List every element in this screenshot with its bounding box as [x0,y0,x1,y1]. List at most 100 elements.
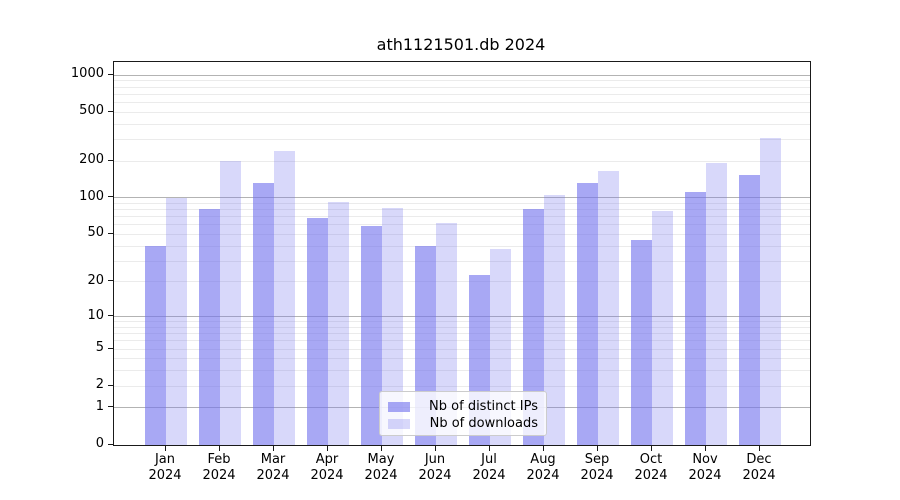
y-gridline-minor [114,326,810,328]
bar-nb-of-downloads-nov [706,163,727,445]
legend-row-distinct-ips: Nb of distinct IPs [388,398,538,415]
y-tick-mark [108,159,113,161]
y-tick-mark [108,406,113,408]
bar-nb-of-downloads-jan [166,197,187,445]
y-gridline-major [114,74,810,76]
y-tick-mark [108,110,113,112]
x-tick-mark [651,446,652,451]
bar-nb-of-downloads-apr [328,202,349,445]
chart-title: ath1121501.db 2024 [376,35,546,54]
y-tick-label: 100 [79,188,104,204]
x-tick-label: Jun 2024 [418,452,452,483]
y-gridline-minor [114,260,810,262]
y-tick-mark [108,315,113,317]
y-gridline-minor [114,138,810,140]
bar-nb-of-distinct-ips-feb [199,209,220,445]
x-tick-label: Sep 2024 [580,452,614,483]
x-tick-mark [543,446,544,451]
y-gridline-minor [114,93,810,95]
x-tick-label: Feb 2024 [202,452,236,483]
x-tick-mark [489,446,490,451]
legend: Nb of distinct IPs Nb of downloads [379,391,547,436]
legend-label-distinct-ips: Nb of distinct IPs [429,398,538,414]
x-tick-mark [597,446,598,451]
y-tick-mark [108,384,113,386]
y-gridline-minor [114,245,810,247]
bar-nb-of-distinct-ips-apr [307,218,328,445]
y-tick-label: 10 [87,307,104,323]
y-tick-label: 20 [87,272,104,288]
bar-nb-of-downloads-mar [274,151,295,445]
y-tick-label: 2 [95,377,104,393]
bar-nb-of-distinct-ips-oct [631,240,652,445]
x-tick-label: Dec 2024 [742,452,776,483]
bar-nb-of-downloads-aug [544,194,565,445]
x-tick-label: Nov 2024 [688,452,722,483]
y-gridline-minor [114,111,810,113]
bar-nb-of-downloads-oct [652,211,673,445]
y-gridline-minor [114,385,810,387]
x-tick-mark [705,446,706,451]
y-gridline-minor [114,123,810,125]
y-gridline-minor [114,224,810,226]
x-tick-mark [327,446,328,451]
y-gridline-minor [114,321,810,323]
y-gridline-minor [114,358,810,360]
bar-nb-of-distinct-ips-jan [145,246,166,445]
y-gridline-minor [114,340,810,342]
y-tick-label: 200 [79,152,104,168]
y-tick-label: 1 [95,398,104,414]
x-tick-mark [381,446,382,451]
y-gridline-minor [114,202,810,204]
bar-nb-of-distinct-ips-sep [577,183,598,445]
x-tick-mark [435,446,436,451]
x-tick-label: Oct 2024 [634,452,668,483]
x-tick-mark [219,446,220,451]
bar-nb-of-downloads-sep [598,170,619,445]
x-tick-label: Mar 2024 [256,452,290,483]
bar-nb-of-distinct-ips-mar [253,183,274,445]
plot-area: Nb of distinct IPs Nb of downloads [113,61,811,446]
bar-nb-of-downloads-jun [436,223,457,445]
y-tick-mark [108,196,113,198]
y-tick-label: 500 [79,103,104,119]
y-gridline-minor [114,101,810,103]
y-gridline-minor [114,80,810,82]
y-tick-mark [108,232,113,234]
x-tick-mark [273,446,274,451]
y-gridline-minor [114,216,810,218]
legend-swatch-distinct-ips [388,401,410,412]
y-tick-label: 5 [95,340,104,356]
y-tick-mark [108,443,113,445]
y-tick-label: 50 [87,225,104,241]
y-gridline-minor [114,86,810,88]
bar-nb-of-downloads-feb [220,161,241,445]
y-gridline-minor [114,333,810,335]
y-tick-mark [108,347,113,349]
y-gridline-minor [114,281,810,283]
y-tick-mark [108,280,113,282]
x-tick-label: Jan 2024 [148,452,182,483]
bar-nb-of-downloads-may [382,207,403,445]
legend-row-downloads: Nb of downloads [388,415,538,432]
bar-nb-of-distinct-ips-nov [685,191,706,445]
y-tick-label: 0 [95,436,104,451]
x-tick-label: Apr 2024 [310,452,344,483]
y-gridline-major [114,316,810,318]
y-tick-label: 1000 [70,66,104,82]
y-gridline-minor [114,370,810,372]
y-gridline-minor [114,348,810,350]
bar-nb-of-distinct-ips-aug [523,209,544,445]
bar-nb-of-distinct-ips-dec [739,174,760,445]
x-tick-mark [165,446,166,451]
y-tick-mark [108,73,113,75]
legend-swatch-downloads [388,418,410,429]
y-gridline-minor [114,209,810,211]
bar-nb-of-downloads-dec [760,138,781,445]
y-gridline-minor [114,160,810,162]
bar-nb-of-distinct-ips-may [361,225,382,445]
x-tick-mark [759,446,760,451]
x-tick-label: Jul 2024 [472,452,506,483]
y-gridline-minor [114,233,810,235]
